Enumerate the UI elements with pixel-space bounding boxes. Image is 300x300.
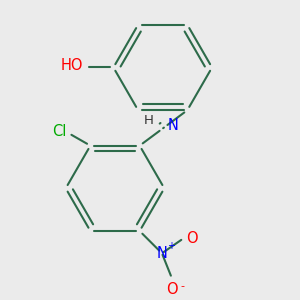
Text: N: N [157,246,167,261]
Text: -: - [180,281,184,291]
Text: O: O [186,232,197,247]
Text: N: N [168,118,178,133]
Text: Cl: Cl [52,124,67,139]
Text: +: + [167,241,175,251]
Text: H: H [143,114,153,127]
Text: HO: HO [61,58,83,74]
Text: O: O [166,282,177,297]
